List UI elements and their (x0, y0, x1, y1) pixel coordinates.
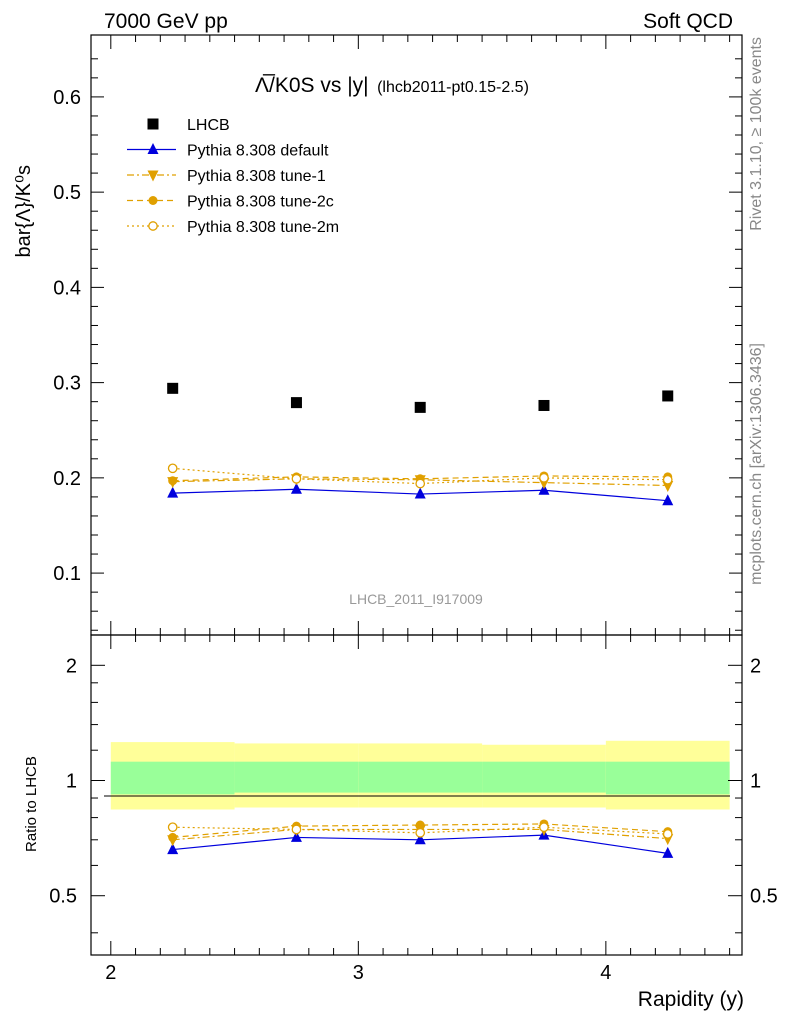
ratio-y-tick-label-right: 1 (750, 771, 761, 793)
main-data-point (662, 390, 674, 402)
mcplots-label: mcplots.cern.ch [arXiv:1306.3436] (748, 343, 765, 585)
legend: LHCB Pythia 8.308 default Pythia 8.308 tun… (127, 117, 339, 236)
ratio-data-point (290, 830, 302, 842)
main-y-axis-label: bar{Λ}/K⁰s (13, 165, 35, 258)
ratio-data-point (415, 820, 425, 830)
ratio-panel: 0.5 0.5 1 1 2 2 2 3 4 Ratio to LHCB Rapidity (y… (23, 634, 778, 1011)
ratio-data-point (662, 829, 673, 839)
legend-label: Pythia 8.308 tune-1 (187, 168, 326, 185)
x-tick-label: 2 (105, 962, 116, 984)
main-series-line (172, 475, 668, 482)
legend-label: LHCB (187, 117, 230, 134)
main-y-tick-label: 0.1 (53, 563, 81, 585)
watermark: LHCB_2011_I917009 (349, 591, 483, 607)
ratio-data-point (168, 832, 178, 842)
header-right: Soft QCD (643, 10, 733, 33)
main-data-point (414, 401, 426, 413)
legend-marker (147, 143, 159, 154)
ratio-y-tick-label-right: 0.5 (750, 886, 778, 908)
main-data-point (662, 474, 673, 485)
main-y-tick-label: 0.3 (53, 373, 81, 395)
ratio-band-inner (482, 761, 606, 793)
main-data-point (167, 486, 179, 498)
ratio-data-point (291, 824, 302, 835)
ratio-data-point (539, 822, 549, 833)
ratio-frame (90, 634, 743, 956)
ratio-data-point (167, 822, 178, 833)
main-y-tick-label: 0.2 (53, 468, 81, 490)
main-data-point (415, 478, 426, 489)
main-y-tick-label: 0.6 (53, 87, 81, 109)
main-data-point (168, 476, 178, 486)
rivet-label: Rivet 3.1.10, ≥ 100k events (748, 37, 765, 231)
legend-marker (148, 196, 158, 205)
chart-title-main: Λ̅/K0S vs |y| (255, 74, 369, 97)
header-left: 7000 GeV pp (104, 10, 228, 33)
ratio-x-ticks: 2 3 4 (105, 635, 731, 984)
main-data-point (291, 473, 302, 484)
main-data-point (539, 473, 549, 483)
main-data-point (538, 483, 550, 495)
legend-marker (147, 170, 159, 182)
ratio-y-axis-label: Ratio to LHCB (23, 756, 40, 852)
ratio-data-point (167, 843, 179, 855)
ratio-band-inner (234, 761, 359, 793)
main-y-ticks: 0.1 0.2 0.3 0.4 0.5 0.6 (53, 58, 742, 631)
ratio-band-inner (605, 761, 730, 795)
main-data-point (167, 382, 179, 394)
main-data-point (662, 494, 674, 506)
main-data-point (290, 482, 302, 494)
ratio-bands (110, 740, 730, 810)
ratio-y-tick-label: 1 (66, 771, 77, 793)
x-tick-label: 3 (353, 962, 364, 984)
main-y-tick-label: 0.4 (53, 277, 81, 299)
ratio-data-point (415, 827, 426, 838)
main-x-ticks (110, 35, 731, 635)
ratio-y-tick-label: 2 (66, 655, 77, 677)
legend-label: Pythia 8.308 tune-2c (187, 194, 334, 211)
main-data-point (290, 397, 302, 409)
main-series (167, 382, 674, 506)
legend-marker (148, 221, 158, 231)
x-axis-label: Rapidity (y) (638, 988, 744, 1011)
main-data-point (414, 487, 426, 499)
legend-label: Pythia 8.308 default (187, 143, 329, 160)
ratio-y-tick-label: 0.5 (49, 886, 77, 908)
ratio-band-inner (110, 761, 235, 795)
x-tick-label: 4 (600, 962, 611, 984)
legend-marker (147, 118, 159, 130)
ratio-data-point (662, 846, 674, 858)
ratio-series-line (172, 823, 668, 839)
ratio-y-ticks: 0.5 0.5 1 1 2 2 (49, 655, 778, 934)
ratio-y-tick-label-right: 2 (750, 655, 761, 677)
main-y-tick-label: 0.5 (53, 182, 81, 204)
ratio-series (167, 819, 674, 858)
main-data-point (167, 463, 178, 474)
chart-title: Λ̅/K0S vs |y| (lhcb2011-pt0.15-2.5) (255, 74, 529, 97)
ratio-band-inner (358, 761, 483, 793)
legend-label: Pythia 8.308 tune-2m (187, 219, 339, 236)
main-panel: 0.1 0.2 0.3 0.4 0.5 0.6 bar{Λ}/K⁰s Λ̅/K0S vs … (13, 34, 743, 636)
main-data-point (538, 399, 550, 411)
ratio-data-point (414, 833, 426, 845)
chart-title-sub: (lhcb2011-pt0.15-2.5) (377, 79, 529, 96)
